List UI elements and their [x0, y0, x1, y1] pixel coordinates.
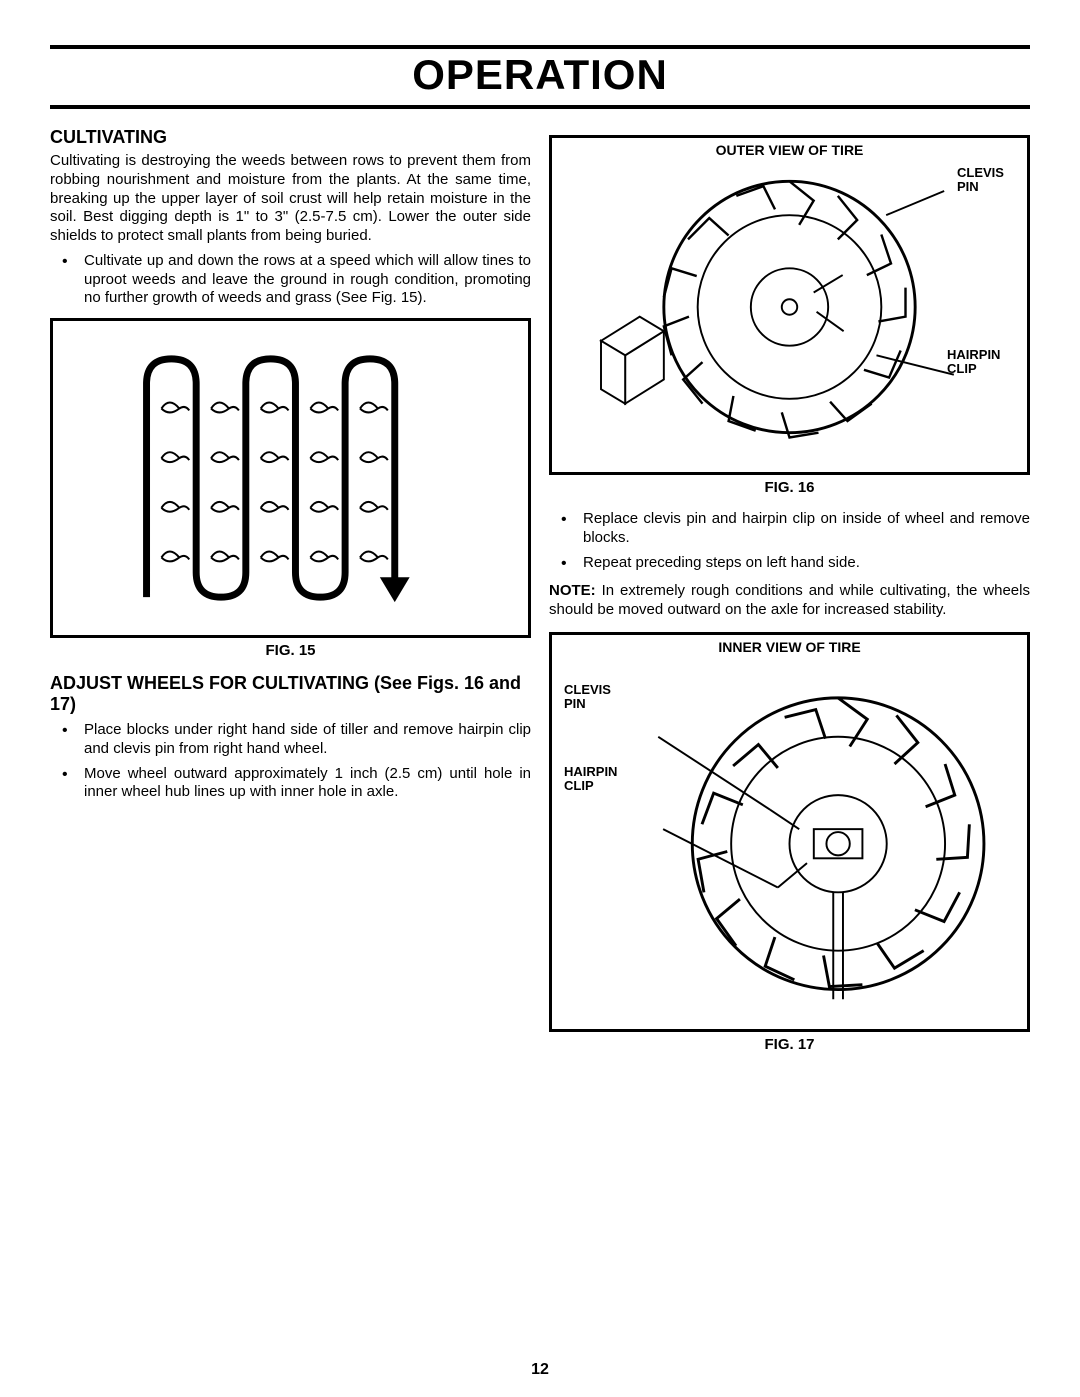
note-label: NOTE:	[549, 582, 596, 599]
fig17-label-hairpin: HAIRPIN CLIP	[564, 765, 634, 794]
fig16-title: OUTER VIEW OF TIRE	[552, 138, 1027, 162]
bullets-adjust-wheels: Place blocks under right hand side of ti…	[50, 721, 531, 802]
figure-17-box: INNER VIEW OF TIRE CLEVIS	[549, 632, 1030, 1032]
bullet-move-wheel: Move wheel outward approximately 1 inch …	[50, 765, 531, 803]
bullet-repeat-steps: Repeat preceding steps on left hand side…	[549, 554, 1030, 573]
note-body: In extremely rough conditions and while …	[549, 582, 1030, 618]
bullet-place-blocks: Place blocks under right hand side of ti…	[50, 721, 531, 759]
right-column: OUTER VIEW OF TIRE	[549, 127, 1030, 1067]
fig16-diagram	[552, 162, 1027, 452]
fig15-caption: FIG. 15	[50, 642, 531, 659]
fig16-label-clevis: CLEVIS PIN	[957, 166, 1017, 195]
bullets-cultivating: Cultivate up and down the rows at a spee…	[50, 252, 531, 308]
heading-cultivating: CULTIVATING	[50, 127, 531, 148]
fig16-label-hairpin: HAIRPIN CLIP	[947, 348, 1017, 377]
fig17-label-clevis: CLEVIS PIN	[564, 683, 624, 712]
content-columns: CULTIVATING Cultivating is destroying th…	[50, 127, 1030, 1067]
para-cultivating: Cultivating is destroying the weeds betw…	[50, 152, 531, 246]
heading-adjust-wheels: ADJUST WHEELS FOR CULTIVATING (See Figs.…	[50, 673, 531, 715]
note-text: NOTE: In extremely rough conditions and …	[549, 582, 1030, 620]
left-column: CULTIVATING Cultivating is destroying th…	[50, 127, 531, 1067]
page-title: OPERATION	[50, 45, 1030, 109]
fig15-diagram	[71, 339, 510, 617]
fig17-title: INNER VIEW OF TIRE	[552, 635, 1027, 659]
page-number: 12	[0, 1361, 1080, 1379]
bullet-cultivate-rows: Cultivate up and down the rows at a spee…	[50, 252, 531, 308]
figure-16-box: OUTER VIEW OF TIRE	[549, 135, 1030, 475]
fig17-caption: FIG. 17	[549, 1036, 1030, 1053]
bullet-replace-clevis: Replace clevis pin and hairpin clip on i…	[549, 510, 1030, 548]
fig16-caption: FIG. 16	[549, 479, 1030, 496]
figure-15-box	[50, 318, 531, 638]
bullets-after-fig16: Replace clevis pin and hairpin clip on i…	[549, 510, 1030, 572]
